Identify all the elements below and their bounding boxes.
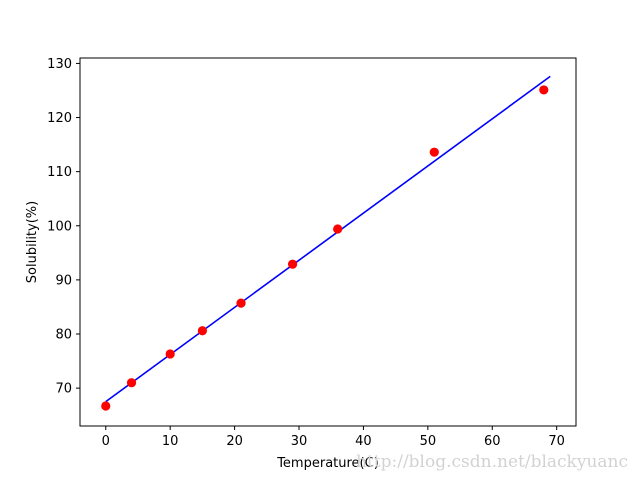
axes-frame	[79, 57, 577, 427]
x-axis: 0 10 20 30 40 50 60 70	[102, 426, 565, 449]
y-tick-label: 120	[47, 111, 72, 126]
data-point-2	[126, 378, 137, 388]
y-tick-label: 110	[47, 165, 72, 180]
x-tick-label: 50	[420, 434, 437, 449]
chart-marks	[101, 75, 551, 411]
x-tick-label: 0	[102, 434, 110, 449]
y-tick-label: 80	[55, 328, 72, 343]
data-point-7	[333, 224, 343, 234]
data-point-1	[101, 401, 111, 411]
data-point-6	[287, 259, 298, 269]
y-tick-label: 70	[55, 382, 72, 397]
x-tick-label: 60	[484, 434, 501, 449]
data-point-4	[197, 326, 207, 336]
y-tick-label: 130	[47, 57, 72, 72]
plot-area	[79, 57, 577, 427]
data-point-9	[539, 85, 549, 95]
data-point-3	[165, 349, 175, 359]
x-axis-label: Temperature(C)	[276, 456, 379, 471]
fit-line	[105, 75, 551, 403]
y-tick-label: 90	[55, 273, 72, 288]
x-tick-label: 30	[291, 434, 308, 449]
y-axis-label: Solubility(%)	[25, 201, 40, 283]
x-tick-label: 10	[162, 434, 179, 449]
watermark-text: http://blog.csdn.net/blackyuanc	[356, 452, 628, 472]
data-point-8	[429, 147, 439, 157]
x-tick-label: 20	[226, 434, 243, 449]
x-tick-label: 40	[355, 434, 372, 449]
y-tick-label: 100	[47, 219, 72, 234]
axes-background	[80, 58, 576, 426]
x-tick-label: 70	[548, 434, 565, 449]
y-axis: 70 80 90 100 110 120 130	[47, 57, 80, 397]
data-point-5	[236, 298, 246, 308]
